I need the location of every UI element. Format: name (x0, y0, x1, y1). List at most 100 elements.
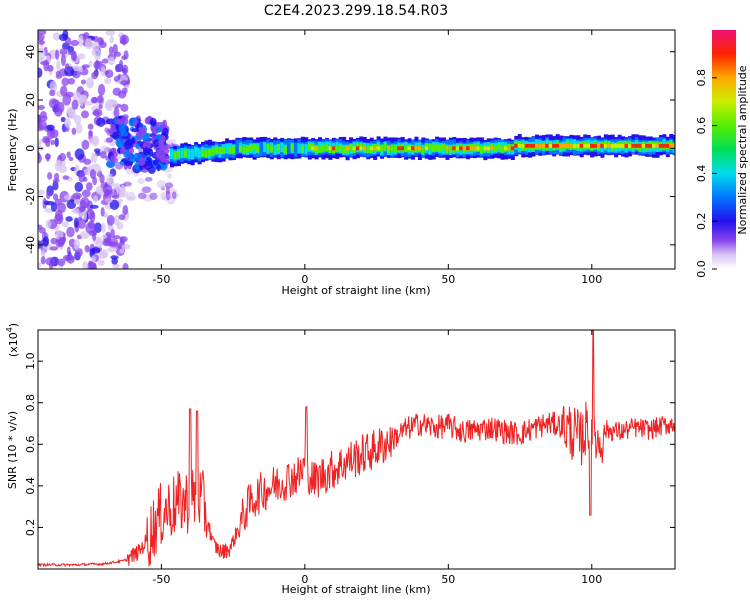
spectrogram-peak-cell (603, 143, 608, 148)
spectrogram-noise-blob (122, 204, 129, 216)
spectrogram-peak-cell (452, 146, 457, 151)
spectrogram-band-cell (297, 143, 302, 154)
spectrogram-noise-blob (137, 178, 145, 185)
spectrogram-noise-blob (71, 99, 79, 110)
spectrogram-noise-blob (38, 67, 43, 78)
spectrogram-noise-blob (107, 56, 116, 66)
colorbar-tick-label: 0.8 (695, 69, 708, 87)
spectrogram-noise-blob (81, 189, 91, 198)
spectrogram-noise-blob (57, 101, 65, 113)
spectrogram-peak-cell (645, 143, 650, 148)
spectrogram-noise-blob (71, 127, 77, 135)
spectrogram-noise-blob (91, 71, 99, 80)
snr-scale-base: (x10 (7, 332, 20, 357)
spectrogram-noise-blob (107, 246, 118, 253)
spectrogram-band-cell (321, 144, 326, 152)
spectrogram-noise-blob (80, 230, 90, 239)
spectrogram-band-blob (160, 148, 170, 155)
spectrogram-peak-cell (476, 146, 481, 151)
spectrogram-noise-blob (43, 137, 51, 143)
spectrogram-band-cell (245, 145, 250, 153)
spectrogram-band-cell (393, 145, 398, 153)
spectrogram-band-cell (280, 142, 285, 153)
spectrogram-peak-cell (579, 143, 584, 148)
spectrogram-noise-blob (67, 77, 76, 85)
spectrogram-noise-blob (78, 66, 84, 73)
spectrogram-noise-blob (121, 55, 127, 61)
spectrogram-ytick-label: -40 (24, 236, 37, 254)
spectrogram-peak-cell (631, 143, 636, 148)
spectrogram-noise-blob (60, 116, 66, 123)
spectrogram-noise-blob (58, 153, 67, 162)
spectrogram-peak-cell (627, 143, 632, 148)
spectrogram-noise-blob (61, 77, 70, 87)
spectrogram-peak-cell (362, 146, 367, 151)
spectrogram-band-cell (269, 145, 274, 153)
spectrogram-noise-blob (112, 235, 121, 240)
spectrogram-peak-cell (328, 146, 333, 151)
spectrogram-noise-blob (121, 244, 131, 250)
spectrogram-noise-blob (52, 180, 59, 191)
spectrogram-band-blob (119, 147, 125, 155)
spectrogram-noise-blob (106, 176, 115, 186)
spectrogram-noise-blob (119, 236, 125, 245)
spectrogram-band-cell (404, 145, 409, 153)
spectrogram-band-cell (204, 150, 209, 157)
spectrogram-peak-cell (407, 146, 412, 151)
spectrogram-band-cell (228, 147, 233, 155)
snr-ytick-label: 1.0 (24, 352, 37, 370)
spectrogram-band-cell (349, 143, 354, 151)
spectrogram-peak-cell (514, 143, 519, 148)
spectrogram-band-blob (110, 155, 116, 164)
spectrogram-noise-blob (87, 123, 94, 130)
spectrogram-peak-cell (483, 146, 488, 151)
spectrogram-band-cell (231, 146, 236, 153)
spectrogram-noise-blob (89, 169, 97, 180)
colorbar-tick-label: 0.2 (695, 212, 708, 230)
spectrogram-band-cell (235, 139, 240, 155)
spectrogram-noise-blob (56, 60, 61, 72)
spectrogram-peak-cell (469, 146, 474, 151)
spectrogram-noise-blob (50, 139, 55, 146)
spectrogram-noise-blob (82, 209, 88, 221)
spectrogram-noise-blob (64, 63, 70, 73)
spectrogram-peak-cell (569, 143, 574, 148)
spectrogram-peak-cell (669, 143, 674, 148)
snr-ytick-label: 0.8 (24, 394, 37, 412)
spectrogram-peak-cell (507, 146, 512, 151)
spectrogram-peak-cell (617, 143, 622, 148)
spectrogram-noise-blob (100, 66, 106, 77)
spectrogram-peak-cell (624, 143, 629, 148)
spectrogram-noise-blob (118, 214, 126, 221)
spectrogram-noise-blob (49, 80, 58, 93)
spectrogram-noise-blob (120, 79, 130, 86)
colorbar-label: Normalized spectral amplitude (736, 65, 749, 234)
spectrogram-noise-blob (55, 49, 60, 60)
spectrogram-noise-blob (119, 39, 127, 45)
colorbar-tick-label: 0.0 (695, 260, 708, 278)
spectrogram-peak-cell (576, 143, 581, 148)
colorbar: 0.0 0.2 0.4 0.6 0.8 Normalized spectral ampl… (695, 30, 749, 278)
spectrogram-noise-blob (91, 262, 97, 269)
spectrogram-noise-blob (65, 216, 73, 222)
spectrogram-band-blob (155, 121, 165, 126)
spectrogram-band-cell (342, 146, 347, 154)
spectrogram-band-cell (214, 146, 219, 154)
spectrogram-noise-blob (54, 172, 60, 181)
spectrogram-peak-cell (528, 143, 533, 148)
spectrogram-noise-blob (104, 198, 113, 204)
spectrogram-noise-blob (60, 85, 68, 97)
spectrogram-noise-blob (64, 194, 72, 201)
spectrogram-band-cell (259, 141, 264, 157)
spectrogram-noise-blob (99, 173, 105, 184)
spectrogram-noise-blob (93, 60, 101, 70)
snr-scale-exponent: 4 (5, 327, 14, 332)
spectrogram-peak-cell (538, 143, 543, 148)
spectrogram-noise-blob (66, 151, 71, 159)
spectrogram-noise-blob (100, 150, 107, 159)
spectrogram-noise-blob (52, 193, 59, 201)
spectrogram-peak-cell (524, 143, 529, 148)
spectrogram-noise-blob (38, 261, 42, 269)
spectrogram-noise-blob (118, 190, 129, 198)
spectrogram-noise-blob (77, 218, 86, 229)
